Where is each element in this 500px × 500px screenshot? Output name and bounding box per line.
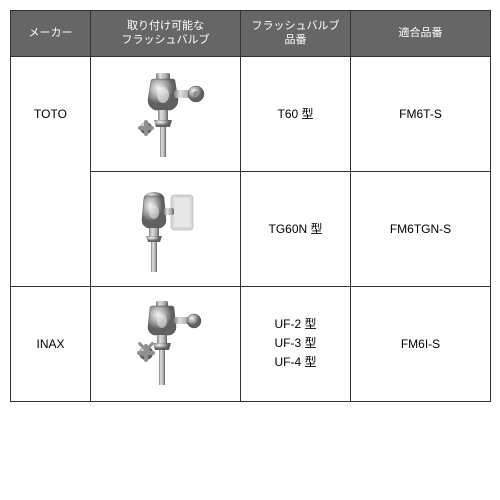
valve-image-tg60n: [91, 171, 241, 286]
part-number-cell: FM6TGN-S: [351, 171, 491, 286]
valve-line: UF-2 型: [274, 317, 316, 331]
header-image-line2: フラッシュバルブ: [122, 34, 210, 46]
compatibility-table: メーカー 取り付け可能な フラッシュバルブ フラッシュバルブ 品番 適合品番 T…: [10, 10, 491, 402]
valve-number-cell: UF-2 型 UF-3 型 UF-4 型: [241, 286, 351, 401]
valve-image-t60: [91, 56, 241, 171]
table-header-row: メーカー 取り付け可能な フラッシュバルブ フラッシュバルブ 品番 適合品番: [11, 11, 491, 57]
table-row: TOTO: [11, 56, 491, 171]
header-valve: フラッシュバルブ 品番: [241, 11, 351, 57]
header-image: 取り付け可能な フラッシュバルブ: [91, 11, 241, 57]
header-image-line1: 取り付け可能な: [127, 20, 204, 32]
table-row: INAX: [11, 286, 491, 401]
valve-number-cell: TG60N 型: [241, 171, 351, 286]
flush-valve-icon: [116, 295, 216, 390]
table-row: TG60N 型 FM6TGN-S: [11, 171, 491, 286]
flush-valve-icon: [116, 180, 216, 275]
maker-cell-toto-continuation: [11, 171, 91, 286]
part-number-cell: FM6I-S: [351, 286, 491, 401]
header-part: 適合品番: [351, 11, 491, 57]
valve-image-uf: [91, 286, 241, 401]
valve-number-cell: T60 型: [241, 56, 351, 171]
header-valve-line2: 品番: [285, 34, 307, 46]
part-number-cell: FM6T-S: [351, 56, 491, 171]
maker-cell-inax: INAX: [11, 286, 91, 401]
flush-valve-icon: [116, 65, 216, 160]
header-valve-line1: フラッシュバルブ: [252, 20, 340, 32]
header-maker: メーカー: [11, 11, 91, 57]
maker-cell-toto: TOTO: [11, 56, 91, 171]
valve-line: UF-3 型: [274, 336, 316, 350]
valve-line: UF-4 型: [274, 355, 316, 369]
